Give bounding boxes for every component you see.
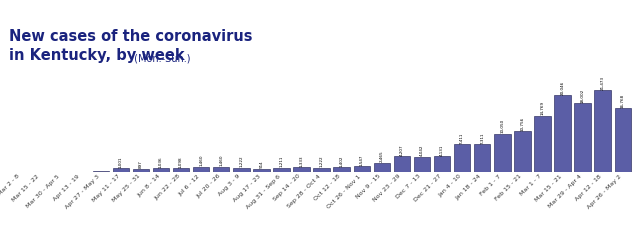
- Text: 1,460: 1,460: [220, 155, 223, 166]
- Text: 1,211: 1,211: [280, 156, 284, 167]
- Text: 14,769: 14,769: [540, 101, 545, 115]
- Bar: [233, 168, 250, 172]
- Bar: [153, 168, 169, 172]
- Bar: [333, 167, 350, 172]
- Bar: [93, 171, 109, 172]
- Bar: [253, 169, 269, 172]
- Bar: [193, 167, 209, 172]
- Bar: [494, 134, 511, 172]
- Bar: [293, 167, 310, 172]
- Text: (Mon.-Sun.): (Mon.-Sun.): [131, 53, 191, 63]
- Bar: [595, 90, 611, 172]
- Text: 2,465: 2,465: [380, 151, 384, 162]
- Text: 21,473: 21,473: [601, 76, 605, 90]
- Text: 1,460: 1,460: [199, 155, 203, 166]
- Bar: [454, 144, 470, 172]
- Text: 1,402: 1,402: [340, 155, 344, 167]
- Text: 1,333: 1,333: [300, 155, 303, 167]
- Bar: [514, 131, 531, 172]
- Text: 914: 914: [259, 161, 264, 169]
- Text: 1,547: 1,547: [360, 154, 364, 166]
- Bar: [173, 168, 189, 172]
- Bar: [113, 168, 129, 172]
- Text: 1,222: 1,222: [319, 155, 324, 167]
- Bar: [434, 156, 451, 172]
- Bar: [614, 108, 631, 172]
- Text: 10,756: 10,756: [520, 117, 524, 131]
- Bar: [273, 168, 290, 172]
- Text: 18,002: 18,002: [580, 89, 584, 103]
- Text: 1,222: 1,222: [239, 155, 243, 167]
- Text: New cases of the coronavirus: New cases of the coronavirus: [9, 29, 253, 44]
- Text: 4,131: 4,131: [440, 145, 444, 156]
- Text: 897: 897: [139, 161, 143, 169]
- Text: 4,042: 4,042: [420, 145, 424, 156]
- Text: 1,098: 1,098: [179, 156, 183, 168]
- Text: 7,411: 7,411: [460, 132, 464, 143]
- Text: 7,311: 7,311: [480, 132, 484, 144]
- Text: in Kentucky, by week: in Kentucky, by week: [9, 48, 185, 63]
- Text: 1,036: 1,036: [159, 156, 163, 168]
- Bar: [374, 163, 390, 172]
- Bar: [132, 169, 149, 172]
- Bar: [574, 103, 591, 172]
- Bar: [534, 116, 550, 172]
- Text: 20,046: 20,046: [561, 81, 564, 95]
- Bar: [474, 144, 490, 172]
- Text: 4,207: 4,207: [400, 144, 404, 156]
- Bar: [213, 167, 230, 172]
- Text: 1,001: 1,001: [119, 156, 123, 168]
- Text: 16,768: 16,768: [621, 93, 625, 108]
- Bar: [413, 157, 430, 172]
- Bar: [394, 156, 410, 172]
- Bar: [554, 95, 571, 172]
- Bar: [353, 166, 370, 172]
- Text: 10,050: 10,050: [500, 119, 504, 133]
- Bar: [314, 168, 330, 172]
